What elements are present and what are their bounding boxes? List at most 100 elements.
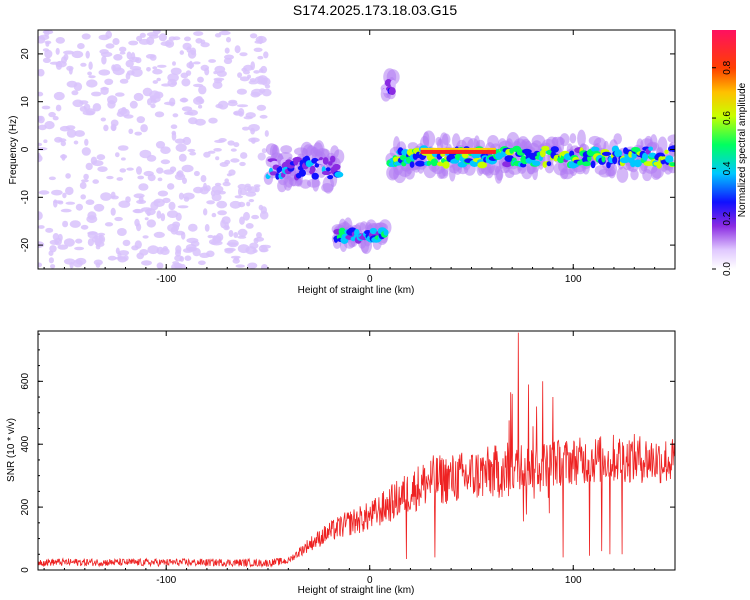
noise-blob [136,35,143,42]
noise-blob [38,211,43,221]
noise-blob [157,177,163,182]
noise-blob [216,200,228,209]
noise-blob [149,54,157,61]
noise-blob [61,154,66,161]
noise-blob [136,116,145,124]
noise-blob [96,154,106,161]
noise-blob [66,65,74,71]
noise-blob [171,132,177,141]
noise-blob [60,140,66,147]
noise-blob [183,111,194,116]
noise-blob [222,181,231,187]
noise-blob [48,250,54,256]
track-blob [325,167,331,172]
noise-blob [167,183,175,190]
noise-blob [48,257,55,264]
x-tick-label: 100 [565,575,582,586]
noise-blob [128,40,139,46]
noise-blob [119,51,126,55]
noise-blob [104,222,114,227]
track-blob [539,149,546,158]
noise-blob [172,36,181,41]
noise-blob [38,154,43,163]
noise-blob [251,88,263,96]
noise-blob [87,231,99,239]
noise-blob [249,33,258,39]
noise-blob [63,258,76,265]
noise-blob [230,158,240,163]
noise-blob [110,191,116,199]
noise-blob [251,214,259,220]
noise-blob [224,178,229,184]
noise-blob [87,211,97,220]
noise-blob [230,148,237,152]
noise-blob [170,226,179,235]
noise-blob [79,106,87,112]
noise-blob [50,264,56,269]
noise-blob [53,200,64,204]
noise-blob [250,127,256,135]
noise-blob [244,185,253,192]
noise-blob [193,83,204,88]
snr-x-ticks: -100 0 100 [43,331,676,586]
noise-blob [116,177,124,181]
noise-blob [81,33,91,40]
snr-panel: -100 0 100 0 200 400 600 Height of straight l… [6,330,676,596]
noise-blob [259,114,268,119]
noise-blob [139,149,152,159]
noise-blob [254,185,260,193]
noise-blob [140,124,148,133]
noise-blob [147,174,156,182]
noise-blob [211,212,217,218]
noise-blob [65,173,71,179]
noise-blob [65,186,74,196]
noise-blob [153,231,165,238]
noise-blob [144,217,149,221]
y-tick-label: 0 [20,146,31,152]
noise-blob [252,249,258,253]
noise-blob [257,152,266,161]
noise-blob [182,42,192,51]
noise-blob [186,61,195,69]
track-peak-edge [420,147,496,150]
noise-blob [185,244,197,251]
noise-blob [207,234,214,239]
track-blob [642,152,649,161]
noise-blob [160,247,170,255]
noise-blob [239,216,245,225]
noise-blob [212,81,223,89]
noise-blob [256,232,262,239]
noise-blob [170,124,178,129]
track-blob [426,160,432,166]
noise-blob [206,250,215,258]
noise-blob [224,159,231,165]
track-blob [590,146,600,152]
noise-blob [146,219,156,228]
noise-blob [71,90,79,96]
noise-blob [92,103,102,112]
track-blob [504,155,514,162]
track-halo [613,133,622,145]
noise-blob [198,104,203,109]
noise-blob [174,138,186,144]
noise-blob [55,47,60,55]
noise-blob [115,152,120,158]
track-blob [648,152,657,158]
noise-blob [91,91,102,97]
noise-blob [213,148,222,152]
track-blob [601,151,612,156]
track-blob [388,87,396,95]
track-halo [280,145,293,154]
noise-blob [57,244,69,250]
colorbar: 0.0 0.2 0.4 0.6 0.8 Normalized spectral ampl… [712,30,748,276]
noise-blob [80,194,86,200]
noise-blob [242,126,250,131]
noise-blob [73,82,83,91]
track-blob [292,156,303,163]
noise-blob [234,195,243,199]
noise-blob [193,186,204,194]
noise-blob [248,80,259,85]
noise-blob [218,30,231,36]
noise-blob [184,255,192,261]
